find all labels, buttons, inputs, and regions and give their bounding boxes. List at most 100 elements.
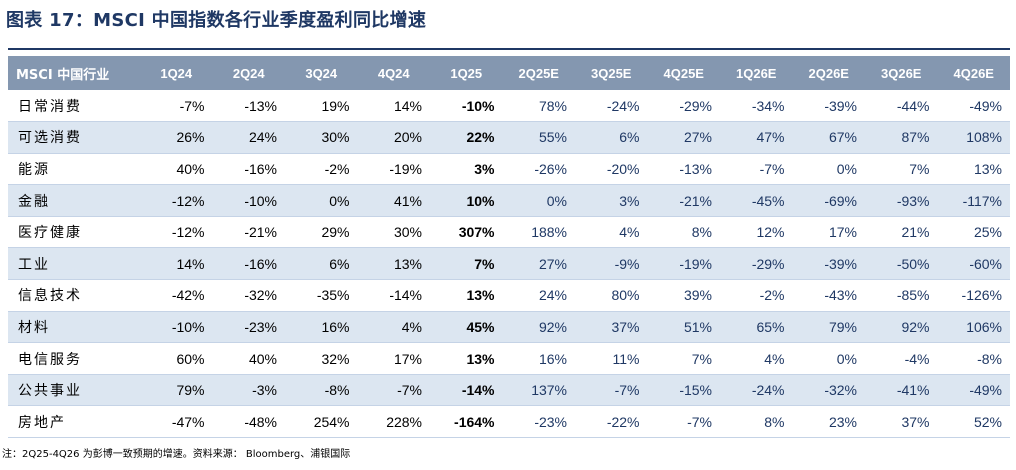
growth-cell: -32% [212, 279, 285, 312]
growth-cell: -48% [212, 405, 285, 439]
growth-cell: -7% [357, 374, 430, 407]
growth-cell: -16% [212, 153, 285, 186]
growth-cell: 24% [502, 279, 575, 312]
growth-cell: -126% [937, 279, 1010, 312]
column-header-quarter: 4Q26E [953, 65, 994, 81]
growth-cell: -15% [647, 374, 720, 407]
growth-cell: 24% [212, 121, 285, 154]
growth-cell: -23% [212, 311, 285, 344]
growth-cell: -35% [285, 279, 358, 312]
table-row: 医疗健康 -12% -21% 29% 30% 307% 188% 4% 8% 12% 17% 21% 2… [8, 216, 1010, 249]
footnote: 注：2Q25-4Q26 为彭博一致预期的增速。资料来源： Bloomberg、浦… [2, 449, 351, 460]
growth-cell: -10% [430, 90, 503, 123]
growth-cell: 228% [357, 405, 430, 439]
growth-cell: 13% [357, 247, 430, 281]
sector-name: 电信服务 [8, 342, 140, 375]
column-header-quarter: 2Q26E [808, 65, 849, 81]
column-header-quarter: 4Q25E [663, 65, 704, 81]
growth-cell: -44% [865, 90, 938, 123]
sector-name: 能源 [8, 153, 140, 186]
sector-name: 材料 [8, 311, 140, 344]
sector-name: 金融 [8, 184, 140, 217]
growth-cell: -23% [502, 405, 575, 439]
growth-cell: -2% [285, 153, 358, 186]
growth-cell: 307% [430, 216, 503, 249]
growth-cell: -49% [937, 374, 1010, 407]
growth-cell: 108% [937, 121, 1010, 154]
growth-cell: 65% [720, 311, 793, 344]
growth-cell: 0% [792, 342, 865, 375]
column-header-quarter: 3Q24 [305, 65, 338, 81]
growth-cell: -13% [647, 153, 720, 186]
growth-cell: -85% [865, 279, 938, 312]
growth-cell: -69% [792, 184, 865, 217]
growth-cell: -47% [140, 405, 213, 439]
column-header-quarter: 1Q26E [736, 65, 777, 81]
growth-cell: -39% [792, 90, 865, 123]
growth-cell: -14% [430, 374, 503, 407]
growth-cell: 21% [865, 216, 938, 249]
growth-cell: 37% [865, 405, 938, 439]
growth-cell: -14% [357, 279, 430, 312]
growth-cell: -93% [865, 184, 938, 217]
column-header-sector: MSCI 中国行业 [16, 67, 110, 83]
table-row: 金融 -12% -10% 0% 41% 10% 0% 3% -21% -45% -69% -93% -1… [8, 184, 1010, 217]
growth-cell: 30% [357, 216, 430, 249]
growth-cell: -10% [212, 184, 285, 217]
growth-cell: 8% [720, 405, 793, 439]
growth-cell: 92% [865, 311, 938, 344]
column-header-quarter: 2Q24 [232, 65, 265, 81]
growth-cell: 10% [430, 184, 503, 217]
growth-cell: -43% [792, 279, 865, 312]
growth-cell: 55% [502, 121, 575, 154]
growth-cell: -4% [865, 342, 938, 375]
growth-cell: 47% [720, 121, 793, 154]
growth-cell: 41% [357, 184, 430, 217]
growth-cell: -19% [357, 153, 430, 186]
sector-name: 房地产 [8, 405, 140, 439]
growth-cell: 6% [285, 247, 358, 281]
growth-cell: -20% [575, 153, 648, 186]
growth-cell: 4% [357, 311, 430, 344]
column-header-quarter: 1Q25 [450, 65, 483, 81]
growth-cell: 13% [937, 153, 1010, 186]
table-header-row: MSCI 中国行业 1Q24 2Q24 3Q24 4Q24 1Q25 2Q25E 3Q25E 4… [8, 56, 1010, 90]
column-header-quarter: 1Q24 [160, 65, 193, 81]
growth-cell: -29% [647, 90, 720, 123]
growth-cell: 13% [430, 342, 503, 375]
growth-cell: 20% [357, 121, 430, 154]
growth-cell: 7% [430, 247, 503, 281]
sector-name: 工业 [8, 247, 140, 281]
table-row: 工业 14% -16% 6% 13% 7% 27% -9% -19% -29% -39% -50% -6… [8, 247, 1010, 281]
growth-cell: 52% [937, 405, 1010, 439]
growth-cell: 7% [647, 342, 720, 375]
growth-cell: 22% [430, 121, 503, 154]
growth-cell: 39% [647, 279, 720, 312]
growth-cell: -24% [575, 90, 648, 123]
growth-cell: 14% [140, 247, 213, 281]
growth-cell: 40% [212, 342, 285, 375]
growth-cell: -22% [575, 405, 648, 439]
growth-cell: 78% [502, 90, 575, 123]
growth-cell: -16% [212, 247, 285, 281]
table-row: 信息技术 -42% -32% -35% -14% 13% 24% 80% 39% -2% -43% -… [8, 279, 1010, 312]
growth-cell: -117% [937, 184, 1010, 217]
growth-cell: 0% [502, 184, 575, 217]
growth-cell: -12% [140, 216, 213, 249]
growth-cell: 40% [140, 153, 213, 186]
growth-cell: 29% [285, 216, 358, 249]
growth-cell: 23% [792, 405, 865, 439]
table-row: 电信服务 60% 40% 32% 17% 13% 16% 11% 7% 4% 0% -4% -8% [8, 342, 1010, 375]
growth-cell: -7% [720, 153, 793, 186]
growth-cell: 92% [502, 311, 575, 344]
growth-cell: -39% [792, 247, 865, 281]
growth-cell: -21% [212, 216, 285, 249]
growth-cell: 8% [647, 216, 720, 249]
column-header-quarter: 3Q25E [591, 65, 632, 81]
growth-cell: 7% [865, 153, 938, 186]
growth-cell: -8% [285, 374, 358, 407]
growth-cell: -45% [720, 184, 793, 217]
table-row: 材料 -10% -23% 16% 4% 45% 92% 37% 51% 65% 79% 92% 106% [8, 311, 1010, 344]
growth-cell: -26% [502, 153, 575, 186]
growth-cell: 188% [502, 216, 575, 249]
